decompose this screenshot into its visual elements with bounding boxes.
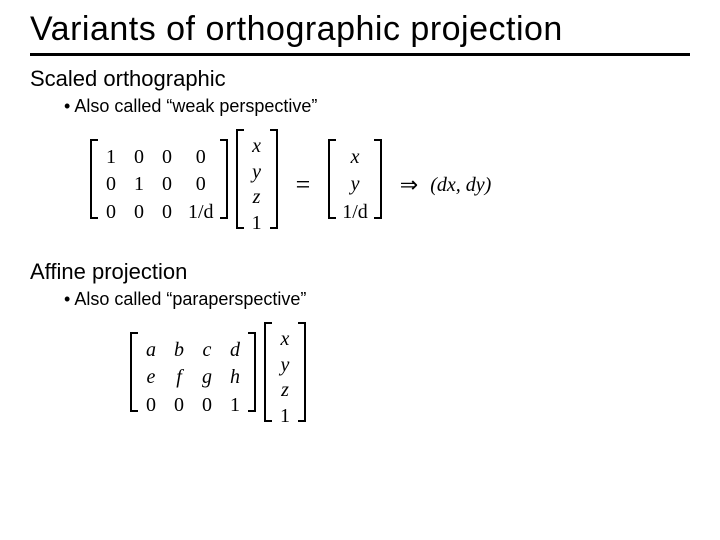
section-heading-affine: Affine projection bbox=[30, 259, 690, 285]
implies-arrow: ⇒ bbox=[400, 172, 418, 198]
bullet-paraperspective: Also called “paraperspective” bbox=[64, 289, 690, 310]
slide-title: Variants of orthographic projection bbox=[30, 10, 690, 49]
matrix-3x4-identity-scaled: 100001000001/d bbox=[90, 139, 228, 231]
equation-affine-projection: abcdefgh0001 xyz1 bbox=[130, 322, 690, 434]
vector-xyzw-2: xyz1 bbox=[264, 322, 306, 434]
equals-sign: = bbox=[296, 170, 311, 200]
result-tuple: (dx, dy) bbox=[430, 174, 491, 197]
vector-xyzw: xyz1 bbox=[236, 129, 278, 241]
bullet-weak-perspective: Also called “weak perspective” bbox=[64, 96, 690, 117]
matrix-3x4-affine: abcdefgh0001 bbox=[130, 332, 256, 424]
section-heading-scaled: Scaled orthographic bbox=[30, 66, 690, 92]
slide: Variants of orthographic projection Scal… bbox=[0, 0, 720, 472]
title-rule bbox=[30, 53, 690, 56]
equation-scaled-orthographic: 100001000001/d xyz1 = xy1/d ⇒ (dx, dy) bbox=[90, 129, 690, 241]
vector-result-xyd: xy1/d bbox=[328, 139, 382, 231]
